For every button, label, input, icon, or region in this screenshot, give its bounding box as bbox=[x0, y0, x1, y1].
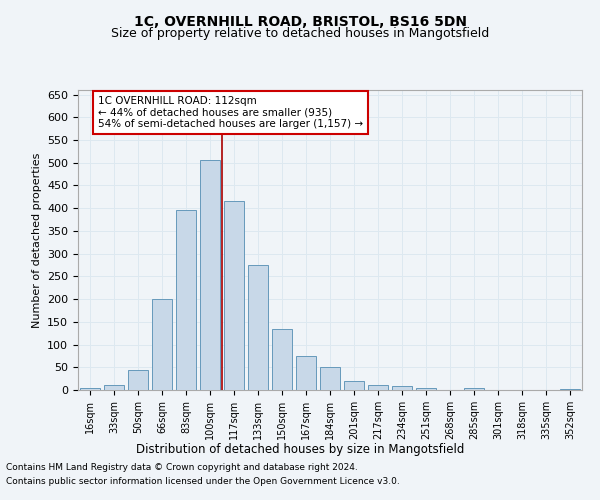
Bar bbox=[152, 299, 172, 390]
Bar bbox=[248, 265, 268, 390]
Text: Distribution of detached houses by size in Mangotsfield: Distribution of detached houses by size … bbox=[136, 442, 464, 456]
Bar bbox=[104, 386, 124, 390]
Bar bbox=[344, 381, 364, 390]
Bar bbox=[368, 384, 388, 390]
Bar bbox=[272, 328, 292, 390]
Text: 1C OVERNHILL ROAD: 112sqm
← 44% of detached houses are smaller (935)
54% of semi: 1C OVERNHILL ROAD: 112sqm ← 44% of detac… bbox=[98, 96, 363, 129]
Bar bbox=[200, 160, 220, 390]
Text: 1C, OVERNHILL ROAD, BRISTOL, BS16 5DN: 1C, OVERNHILL ROAD, BRISTOL, BS16 5DN bbox=[133, 15, 467, 29]
Bar bbox=[296, 356, 316, 390]
Bar bbox=[128, 370, 148, 390]
Bar bbox=[392, 386, 412, 390]
Bar bbox=[320, 368, 340, 390]
Bar bbox=[80, 388, 100, 390]
Text: Size of property relative to detached houses in Mangotsfield: Size of property relative to detached ho… bbox=[111, 28, 489, 40]
Bar bbox=[416, 388, 436, 390]
Y-axis label: Number of detached properties: Number of detached properties bbox=[32, 152, 41, 328]
Bar bbox=[560, 389, 580, 390]
Bar bbox=[224, 202, 244, 390]
Text: Contains HM Land Registry data © Crown copyright and database right 2024.: Contains HM Land Registry data © Crown c… bbox=[6, 464, 358, 472]
Text: Contains public sector information licensed under the Open Government Licence v3: Contains public sector information licen… bbox=[6, 477, 400, 486]
Bar bbox=[176, 210, 196, 390]
Bar bbox=[464, 388, 484, 390]
